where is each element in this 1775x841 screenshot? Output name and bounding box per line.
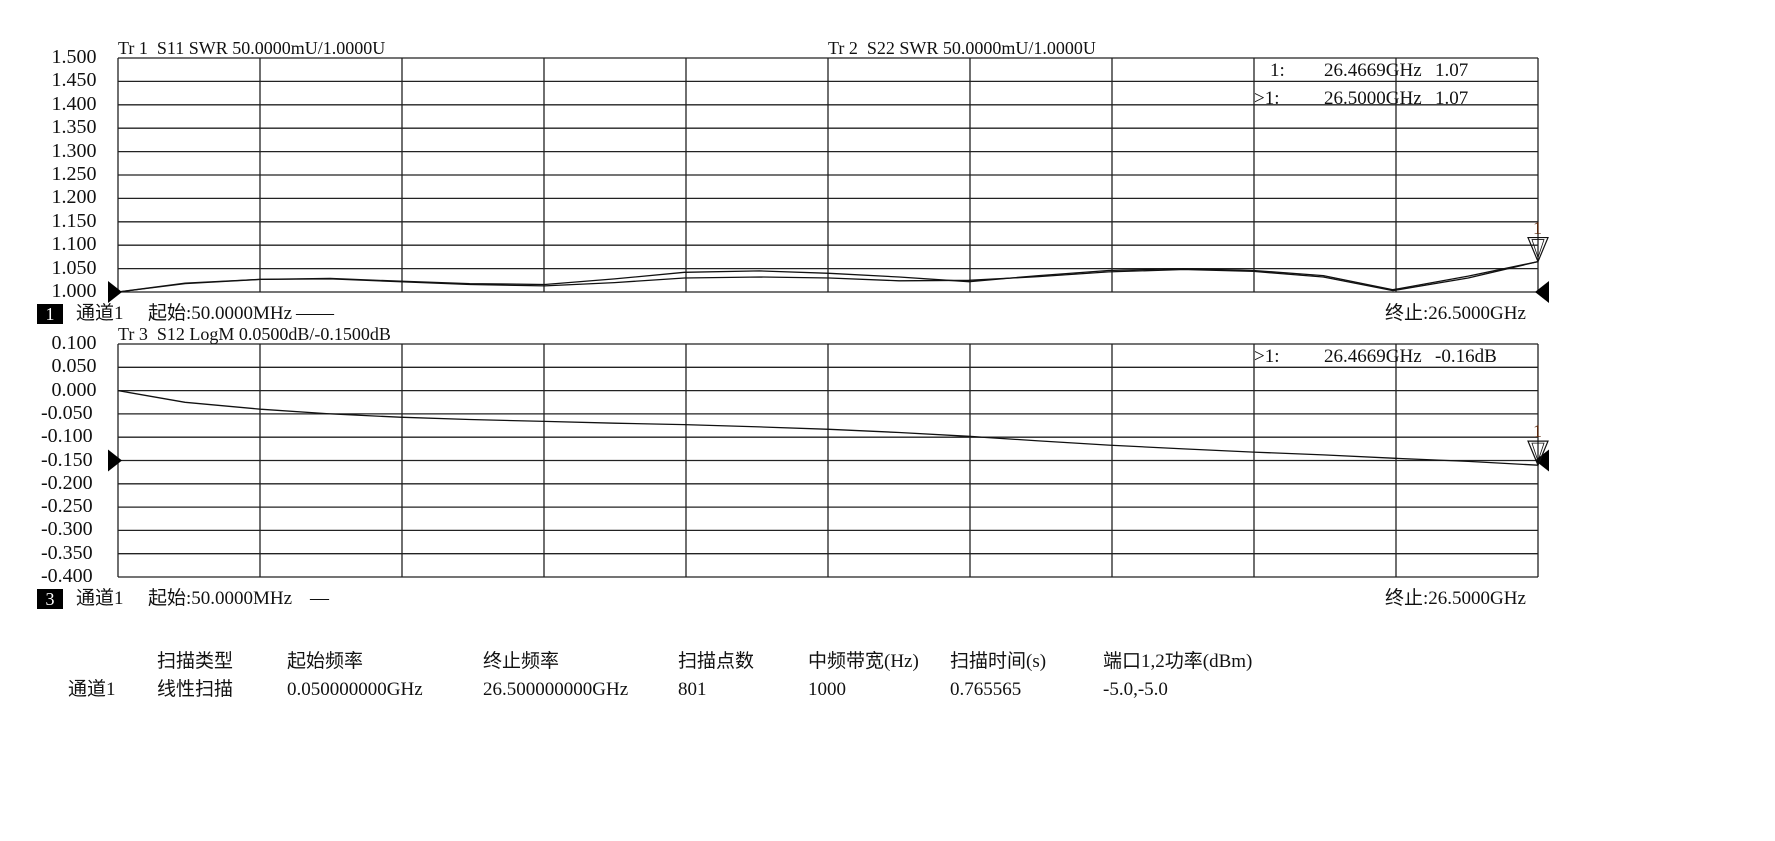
value-port-power: -5.0,-5.0 xyxy=(1103,679,1168,700)
header-points: 扫描点数 xyxy=(678,651,755,672)
y-tick-label: -0.350 xyxy=(41,541,93,564)
y-tick-label: 1.250 xyxy=(51,163,97,185)
marker-readout-freq: 26.5000GHz xyxy=(1324,88,1422,109)
y-tick-label: 0.000 xyxy=(51,378,97,401)
trace-label-2: Tr 2 S22 SWR 50.0000mU/1.0000U xyxy=(828,38,1096,58)
marker-readout-freq: 26.4669GHz xyxy=(1324,60,1422,81)
reference-level-right-icon xyxy=(1535,281,1549,303)
header-sweep-type: 扫描类型 xyxy=(157,651,234,672)
channel-label: 通道1 xyxy=(76,303,124,324)
stop-frequency: 终止:26.5000GHz xyxy=(1385,588,1526,609)
reference-level-left-icon xyxy=(108,449,122,472)
y-tick-label: 1.200 xyxy=(51,186,97,209)
marker-1-icon[interactable] xyxy=(1527,440,1549,467)
row-label-channel: 通道1 xyxy=(68,679,116,700)
reference-level-left-icon xyxy=(108,281,122,303)
channel-label: 通道1 xyxy=(76,588,124,609)
panel-2 xyxy=(108,343,1549,578)
trace-label-1: Tr 1 S11 SWR 50.0000mU/1.0000U xyxy=(118,38,386,58)
panel-1 xyxy=(108,57,1549,303)
header-if-bw: 中频带宽(Hz) xyxy=(808,651,919,672)
y-tick-label: -0.400 xyxy=(41,565,93,587)
y-tick-label: 1.450 xyxy=(51,69,97,92)
marker-readout-freq: 26.4669GHz xyxy=(1324,346,1422,367)
y-tick-label: 1.350 xyxy=(51,116,97,139)
y-tick-label: 1.300 xyxy=(51,139,97,162)
y-tick-label: 1.500 xyxy=(51,46,97,68)
y-tick-label: 0.050 xyxy=(51,355,97,378)
y-tick-label: 1.100 xyxy=(51,233,97,256)
y-tick-label: 1.150 xyxy=(51,209,97,232)
value-sweep-time: 0.765565 xyxy=(950,679,1022,700)
y-tick-label: -0.200 xyxy=(41,471,93,494)
y-tick-label: -0.250 xyxy=(41,495,93,518)
value-sweep-type: 线性扫描 xyxy=(157,679,234,700)
value-stop-freq: 26.500000000GHz xyxy=(483,679,629,700)
start-suffix: — xyxy=(310,588,329,609)
channel-badge: 3 xyxy=(37,589,63,609)
y-tick-label: 1.050 xyxy=(51,256,97,279)
marker-readout-label: >1: xyxy=(1254,346,1280,367)
reference-level-right-icon xyxy=(1535,449,1549,472)
start-frequency: 起始:50.0000MHz xyxy=(148,303,293,324)
marker-readout-label: >1: xyxy=(1254,88,1280,109)
y-tick-label: -0.050 xyxy=(41,401,93,424)
start-frequency: 起始:50.0000MHz xyxy=(148,588,293,609)
start-suffix: —— xyxy=(296,303,334,324)
marker-readout-value: 1.07 xyxy=(1435,88,1469,109)
y-tick-label: 0.100 xyxy=(51,332,97,354)
y-tick-label: -0.100 xyxy=(41,425,93,448)
header-start-freq: 起始频率 xyxy=(287,651,364,672)
trace-line-1 xyxy=(117,389,1539,466)
value-points: 801 xyxy=(678,679,707,700)
channel-badge: 1 xyxy=(37,304,63,324)
value-start-freq: 0.050000000GHz xyxy=(287,679,423,700)
marker-readout-value: -0.16dB xyxy=(1435,346,1497,367)
trace-label-1: Tr 3 S12 LogM 0.0500dB/-0.1500dB xyxy=(118,324,391,344)
stop-frequency: 终止:26.5000GHz xyxy=(1385,303,1526,324)
trace-line-2 xyxy=(117,260,1539,293)
marker-1-icon[interactable] xyxy=(1527,236,1549,264)
y-tick-label: -0.300 xyxy=(41,518,93,541)
marker-1-inner-icon xyxy=(1531,239,1545,259)
header-port-power: 端口1,2功率(dBm) xyxy=(1103,651,1253,672)
value-if-bw: 1000 xyxy=(808,679,846,700)
header-stop-freq: 终止频率 xyxy=(483,651,560,672)
header-sweep-time: 扫描时间(s) xyxy=(950,651,1047,672)
marker-number: 1 xyxy=(1533,217,1542,238)
marker-1-inner-icon xyxy=(1531,442,1545,463)
marker-readout-label: 1: xyxy=(1270,60,1285,81)
y-tick-label: 1.400 xyxy=(51,92,97,115)
marker-number: 1 xyxy=(1533,421,1542,442)
y-tick-label: -0.150 xyxy=(41,448,93,471)
y-tick-label: 1.000 xyxy=(51,280,97,302)
marker-readout-value: 1.07 xyxy=(1435,60,1469,81)
